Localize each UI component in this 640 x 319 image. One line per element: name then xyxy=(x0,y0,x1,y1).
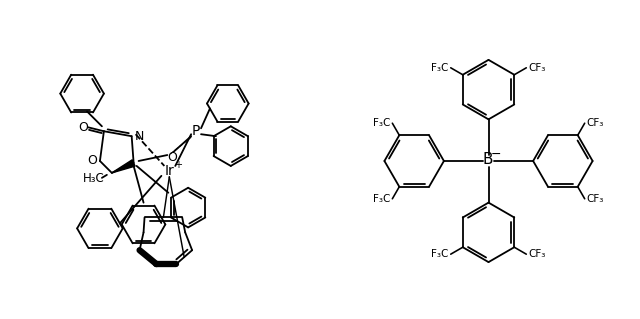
Text: CF₃: CF₃ xyxy=(587,118,604,128)
Text: F₃C: F₃C xyxy=(373,118,390,128)
Text: N: N xyxy=(135,130,144,143)
Text: CF₃: CF₃ xyxy=(587,194,604,204)
Text: B: B xyxy=(483,152,493,167)
Text: +: + xyxy=(174,160,182,170)
Text: F₃C: F₃C xyxy=(431,249,449,259)
Text: P: P xyxy=(192,124,200,138)
Polygon shape xyxy=(112,160,135,173)
Text: F₃C: F₃C xyxy=(373,194,390,204)
Text: H₃C: H₃C xyxy=(83,172,105,185)
Text: CF₃: CF₃ xyxy=(528,249,546,259)
Text: −: − xyxy=(490,148,500,160)
Text: O: O xyxy=(87,154,97,167)
Text: O: O xyxy=(167,151,177,164)
Text: CF₃: CF₃ xyxy=(528,63,546,73)
Text: F₃C: F₃C xyxy=(431,63,449,73)
Text: O: O xyxy=(78,121,88,134)
Text: Ir: Ir xyxy=(164,164,174,178)
